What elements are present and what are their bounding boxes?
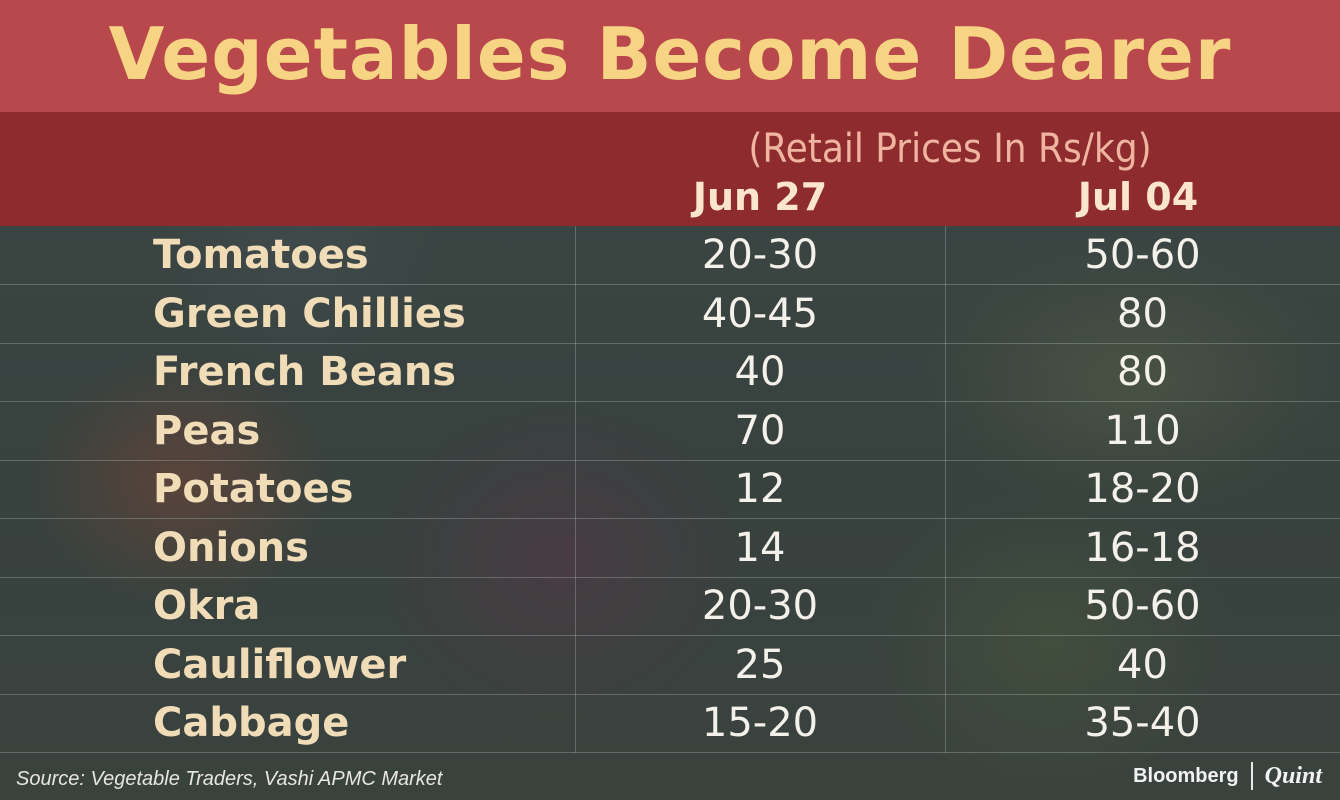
title-band xyxy=(0,0,1340,112)
chart-subtitle: (Retail Prices In Rs/kg) xyxy=(748,126,1152,172)
brand-logo: Bloomberg Quint xyxy=(1133,760,1322,792)
column-header-jul-04: Jul 04 xyxy=(1077,175,1199,219)
price-jun-27: 20-30 xyxy=(701,583,819,629)
price-table: Tomatoes 20-30 50-60 Green Chillies 40-45 80 F… xyxy=(0,226,1340,753)
price-jul-04: 80 xyxy=(1117,349,1168,395)
price-jul-04: 16-18 xyxy=(1084,524,1201,571)
price-jun-27: 70 xyxy=(734,407,786,454)
column-divider xyxy=(945,226,946,753)
price-jun-27: 25 xyxy=(734,641,786,688)
row-label: Tomatoes xyxy=(153,232,369,278)
table-header-band xyxy=(0,112,1340,226)
row-label: Peas xyxy=(153,407,261,454)
price-jun-27: 20-30 xyxy=(701,232,819,278)
row-label: French Beans xyxy=(153,349,457,395)
table-row: Tomatoes 20-30 50-60 xyxy=(0,226,1340,285)
source-note: Source: Vegetable Traders, Vashi APMC Ma… xyxy=(16,768,443,790)
price-jul-04: 110 xyxy=(1104,407,1181,454)
table-row: Cauliflower 25 40 xyxy=(0,636,1340,695)
price-jun-27: 12 xyxy=(734,466,786,512)
price-jul-04: 50-60 xyxy=(1084,232,1201,278)
row-label: Cauliflower xyxy=(153,641,407,688)
price-jul-04: 40 xyxy=(1117,641,1168,688)
table-row: French Beans 40 80 xyxy=(0,343,1340,402)
table-row: Onions 14 16-18 xyxy=(0,519,1340,578)
row-label: Onions xyxy=(153,524,309,571)
price-jun-27: 15-20 xyxy=(701,700,819,746)
table-row: Peas 70 110 xyxy=(0,402,1340,461)
price-jun-27: 40-45 xyxy=(701,290,819,337)
table-row: Potatoes 12 18-20 xyxy=(0,460,1340,519)
column-divider xyxy=(575,226,576,753)
table-row: Cabbage 15-20 35-40 xyxy=(0,694,1340,753)
chart-title: Vegetables Become Dearer xyxy=(108,12,1232,96)
price-jul-04: 80 xyxy=(1117,290,1168,337)
row-label: Potatoes xyxy=(153,466,354,512)
price-jul-04: 35-40 xyxy=(1084,700,1201,746)
price-jun-27: 40 xyxy=(734,349,786,395)
brand-logo-divider xyxy=(1250,762,1253,790)
price-jul-04: 18-20 xyxy=(1084,466,1201,512)
row-label: Green Chillies xyxy=(153,290,466,337)
table-row: Okra 20-30 50-60 xyxy=(0,577,1340,636)
price-jul-04: 50-60 xyxy=(1084,583,1201,629)
price-jun-27: 14 xyxy=(734,524,786,571)
row-label: Okra xyxy=(153,583,261,629)
brand-logo-quint: Quint xyxy=(1264,762,1322,789)
column-header-jun-27: Jun 27 xyxy=(692,175,828,219)
row-label: Cabbage xyxy=(153,700,350,746)
table-row: Green Chillies 40-45 80 xyxy=(0,285,1340,344)
brand-logo-bloomberg: Bloomberg xyxy=(1133,764,1239,787)
